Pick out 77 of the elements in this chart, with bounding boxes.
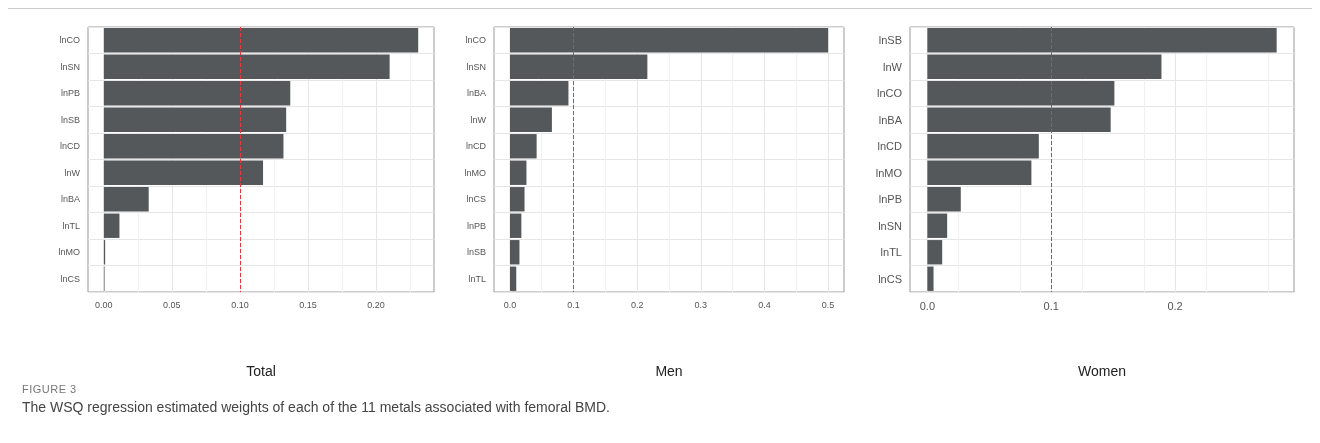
y-tick-label: lnSN: [466, 61, 486, 72]
bar: [927, 187, 961, 212]
y-tick-label: lnBA: [60, 194, 80, 205]
y-tick-label: lnTL: [468, 273, 486, 284]
bar: [509, 240, 520, 265]
bar: [927, 54, 1162, 79]
bar: [509, 81, 569, 106]
bar: [927, 213, 948, 238]
bar: [509, 54, 648, 79]
bar: [103, 187, 149, 212]
y-tick-label: lnPB: [878, 193, 902, 206]
bar: [509, 187, 525, 212]
bar: [927, 81, 1115, 106]
bar: [509, 266, 517, 291]
x-axis-title: Total: [246, 363, 276, 379]
y-tick-label: lnSB: [878, 34, 902, 47]
x-tick-label: 0.1: [567, 299, 580, 310]
y-tick-label: lnBA: [878, 113, 903, 126]
y-tick-label: lnMO: [464, 167, 486, 178]
x-axis-title: Women: [1078, 363, 1126, 379]
y-tick-label: lnCO: [876, 87, 903, 100]
y-tick-label: lnCS: [466, 194, 486, 205]
y-tick-label: lnTL: [62, 220, 80, 231]
x-tick-label: 0.5: [821, 299, 835, 310]
caption: FIGURE 3: [22, 383, 78, 395]
y-tick-label: lnCO: [59, 35, 80, 46]
bar: [927, 266, 934, 291]
y-tick-label: lnW: [64, 167, 81, 178]
y-tick-label: lnSB: [60, 114, 80, 125]
y-tick-label: lnW: [470, 114, 487, 125]
bar: [103, 107, 287, 132]
y-tick-label: lnW: [883, 60, 903, 73]
text: The WSQ regression estimated weights of each of the 11 metals associated with femoral BMD.: [22, 399, 611, 415]
x-tick-label: 0.0: [919, 299, 935, 312]
x-tick-label: 0.2: [1167, 299, 1183, 312]
bar: [509, 107, 552, 132]
x-tick-label: 0.15: [299, 299, 317, 310]
y-tick-label: lnPB: [60, 88, 80, 99]
bar: [103, 213, 120, 238]
y-tick-label: lnCO: [465, 35, 486, 46]
y-tick-label: lnBA: [466, 88, 486, 99]
y-tick-label: lnSN: [878, 219, 903, 232]
y-tick-label: lnCS: [878, 272, 902, 285]
x-tick-label: 0.3: [694, 299, 708, 310]
y-tick-label: lnCS: [60, 273, 80, 284]
x-tick-label: 0.00: [95, 299, 113, 310]
bar: [103, 28, 419, 53]
y-tick-label: lnMO: [875, 166, 903, 179]
x-tick-label: 0.20: [367, 299, 385, 310]
x-tick-label: 0.2: [630, 299, 644, 310]
bar: [927, 28, 1277, 53]
bar: [103, 134, 284, 159]
y-tick-label: lnPB: [466, 220, 486, 231]
bar: [509, 213, 522, 238]
y-tick-label: lnSN: [60, 61, 80, 72]
y-tick-label: lnCD: [59, 141, 81, 152]
y-tick-label: lnSB: [466, 247, 486, 258]
y-tick-label: lnCD: [465, 141, 487, 152]
y-tick-label: lnTL: [880, 246, 902, 259]
x-tick-label: 0.1: [1043, 299, 1059, 312]
x-tick-label: 0.10: [231, 299, 249, 310]
bar: [509, 160, 527, 185]
bar: [509, 28, 829, 53]
x-tick-label: 0.4: [758, 299, 771, 310]
y-tick-label: lnMO: [58, 247, 80, 258]
bar: [103, 81, 291, 106]
x-tick-label: 0.05: [163, 299, 181, 310]
bar: [927, 240, 943, 265]
bar: [927, 134, 1039, 159]
bar: [927, 160, 1032, 185]
x-axis-title: Men: [655, 363, 683, 379]
x-tick-label: 0.0: [503, 299, 517, 310]
y-tick-label: lnCD: [877, 140, 903, 153]
bar: [509, 134, 537, 159]
bar: [103, 160, 264, 185]
bar: [927, 107, 1111, 132]
bar: [103, 54, 390, 79]
